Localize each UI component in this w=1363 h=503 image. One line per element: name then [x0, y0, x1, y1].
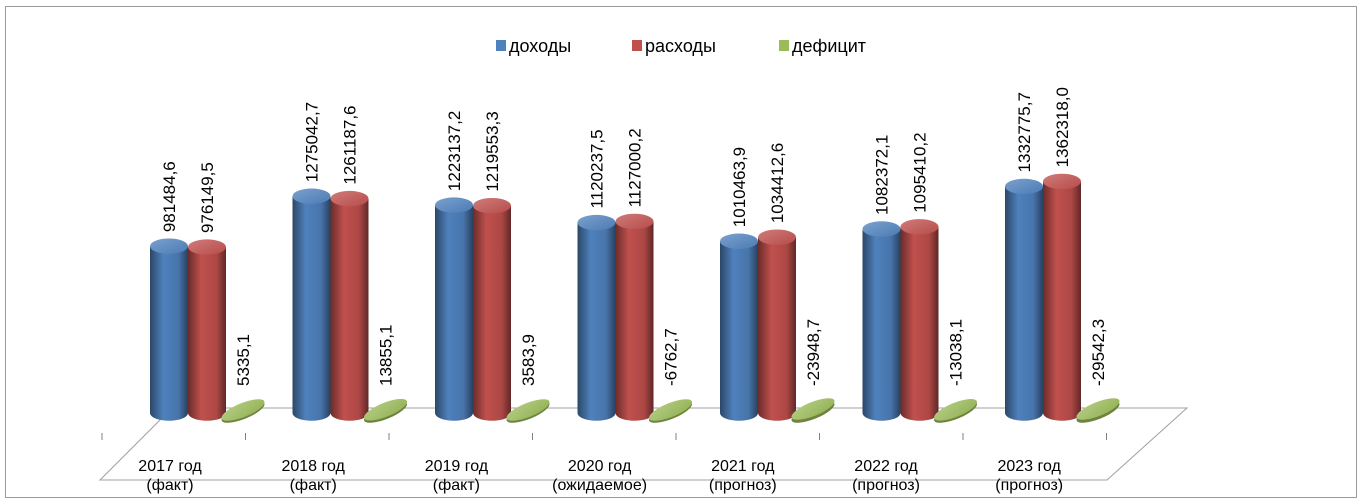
category-label: (факт) — [290, 477, 337, 494]
bar-дефицит-2 — [506, 399, 550, 423]
data-label: 1219553,3 — [483, 111, 502, 191]
legend-swatch — [779, 40, 789, 51]
data-label: 1362318,0 — [1053, 87, 1072, 167]
data-label: 1010463,9 — [730, 147, 749, 227]
bar-расходы-6 — [1043, 173, 1081, 421]
category-label: (ожидаемое) — [552, 477, 647, 494]
data-label: 1223137,2 — [445, 111, 464, 191]
category-label: 2019 год — [425, 458, 489, 475]
bar-доходы-0 — [150, 238, 188, 421]
legend-swatch — [496, 40, 506, 51]
data-label: 981484,6 — [160, 161, 179, 232]
bar-расходы-2 — [473, 197, 511, 421]
data-label: 13855,1 — [377, 325, 396, 386]
bar-доходы-3 — [577, 214, 616, 421]
bars-layer — [150, 173, 1120, 423]
floor-plane — [98, 407, 1189, 481]
data-labels: 981484,6 976149,5 5335,1 1275042,7 1261187,6… — [160, 87, 1108, 386]
chart-floor — [98, 407, 1189, 481]
legend-item-доходы: доходы — [496, 36, 571, 56]
category-label: (прогноз) — [852, 477, 920, 494]
bar-расходы-0 — [188, 239, 226, 421]
category-label: 2023 год — [997, 458, 1061, 475]
legend-item-дефицит: дефицит — [779, 36, 866, 56]
data-label: 1120237,5 — [588, 129, 607, 208]
category-label: 2021 год — [711, 458, 775, 475]
category-label: 2017 год — [138, 458, 202, 475]
data-label: 1332775,7 — [1015, 92, 1034, 172]
legend-swatch — [632, 40, 642, 51]
legend: доходы расходы дефицит — [496, 36, 866, 56]
bar-доходы-1 — [292, 188, 331, 421]
data-label: -23948,7 — [804, 319, 823, 386]
bar-дефицит-1 — [364, 398, 407, 423]
bar-доходы-2 — [435, 197, 473, 421]
bar-дефицит-4 — [791, 398, 835, 423]
bar-расходы-5 — [900, 219, 939, 421]
legend-label: дефицит — [792, 36, 866, 56]
data-label: 976149,5 — [198, 162, 217, 233]
data-label: -6762,7 — [662, 328, 681, 386]
bar-расходы-4 — [758, 229, 796, 421]
data-label: 1034412,6 — [768, 143, 787, 223]
bar-дефицит-6 — [1076, 398, 1120, 423]
data-label: -29542,3 — [1089, 319, 1108, 386]
bar-доходы-6 — [1005, 178, 1043, 421]
data-label: 3583,9 — [519, 334, 538, 386]
data-label: 1261187,6 — [341, 105, 360, 184]
bar-дефицит-5 — [934, 398, 977, 423]
bar-дефицит-0 — [221, 399, 265, 423]
data-label: 1127000,2 — [626, 128, 645, 207]
data-label: 1082372,1 — [873, 135, 892, 215]
bar-дефицит-3 — [649, 399, 692, 423]
bar-доходы-5 — [862, 221, 901, 421]
category-label: 2018 год — [281, 458, 345, 475]
category-label: 2022 год — [854, 458, 918, 475]
bar-расходы-1 — [330, 190, 369, 421]
bar-доходы-4 — [720, 233, 758, 421]
category-label: (факт) — [146, 477, 193, 494]
category-labels: 2017 год (факт) 2018 год (факт) 2019 год (фак… — [138, 458, 1063, 494]
legend-label: расходы — [645, 36, 716, 56]
data-label: 1275042,7 — [303, 102, 322, 182]
bar-расходы-3 — [615, 213, 654, 421]
category-label: 2020 год — [568, 458, 632, 475]
category-label: (прогноз) — [995, 477, 1063, 494]
legend-item-расходы: расходы — [632, 36, 716, 56]
category-label: (прогноз) — [709, 477, 777, 494]
data-label: 5335,1 — [234, 334, 253, 386]
category-label: (факт) — [433, 477, 480, 494]
data-label: 1095410,2 — [911, 132, 930, 212]
legend-label: доходы — [509, 36, 571, 56]
data-label: -13038,1 — [947, 319, 966, 386]
